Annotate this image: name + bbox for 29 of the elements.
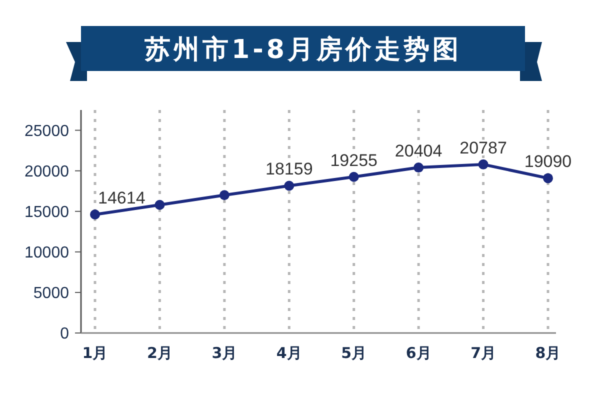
point: [90, 209, 100, 220]
chart-title: 苏州市1-8月房价走势图: [144, 35, 462, 65]
data-label: 14614: [98, 188, 146, 208]
x-tick-label: 1月: [82, 344, 108, 362]
x-tick-label: 6月: [406, 344, 432, 362]
y-tick-label: 15000: [24, 204, 70, 221]
y-tick-label: 10000: [24, 244, 70, 262]
x-tick-label: 4月: [276, 344, 302, 362]
point: [543, 173, 553, 184]
x-tick-label: 3月: [212, 344, 238, 362]
data-label: 20787: [460, 138, 507, 158]
data-label: 20404: [394, 142, 442, 161]
data-label: 19090: [524, 152, 572, 172]
point: [154, 200, 165, 210]
x-tick-label: 5月: [341, 344, 367, 362]
x-tick-label: 7月: [470, 344, 496, 362]
x-tick-label: 2月: [146, 344, 172, 362]
data-label: 18159: [266, 160, 313, 179]
data-label: 19255: [330, 150, 378, 170]
point: [478, 159, 488, 170]
point: [284, 180, 294, 191]
point: [219, 190, 230, 200]
y-tick-label: 25000: [24, 122, 70, 140]
y-tick-label: 20000: [24, 163, 70, 180]
y-tick-label: 5000: [33, 285, 70, 302]
point: [414, 162, 424, 173]
point: [348, 172, 359, 182]
y-tick-label: 0: [60, 326, 70, 343]
x-tick-label: 8月: [535, 344, 561, 362]
